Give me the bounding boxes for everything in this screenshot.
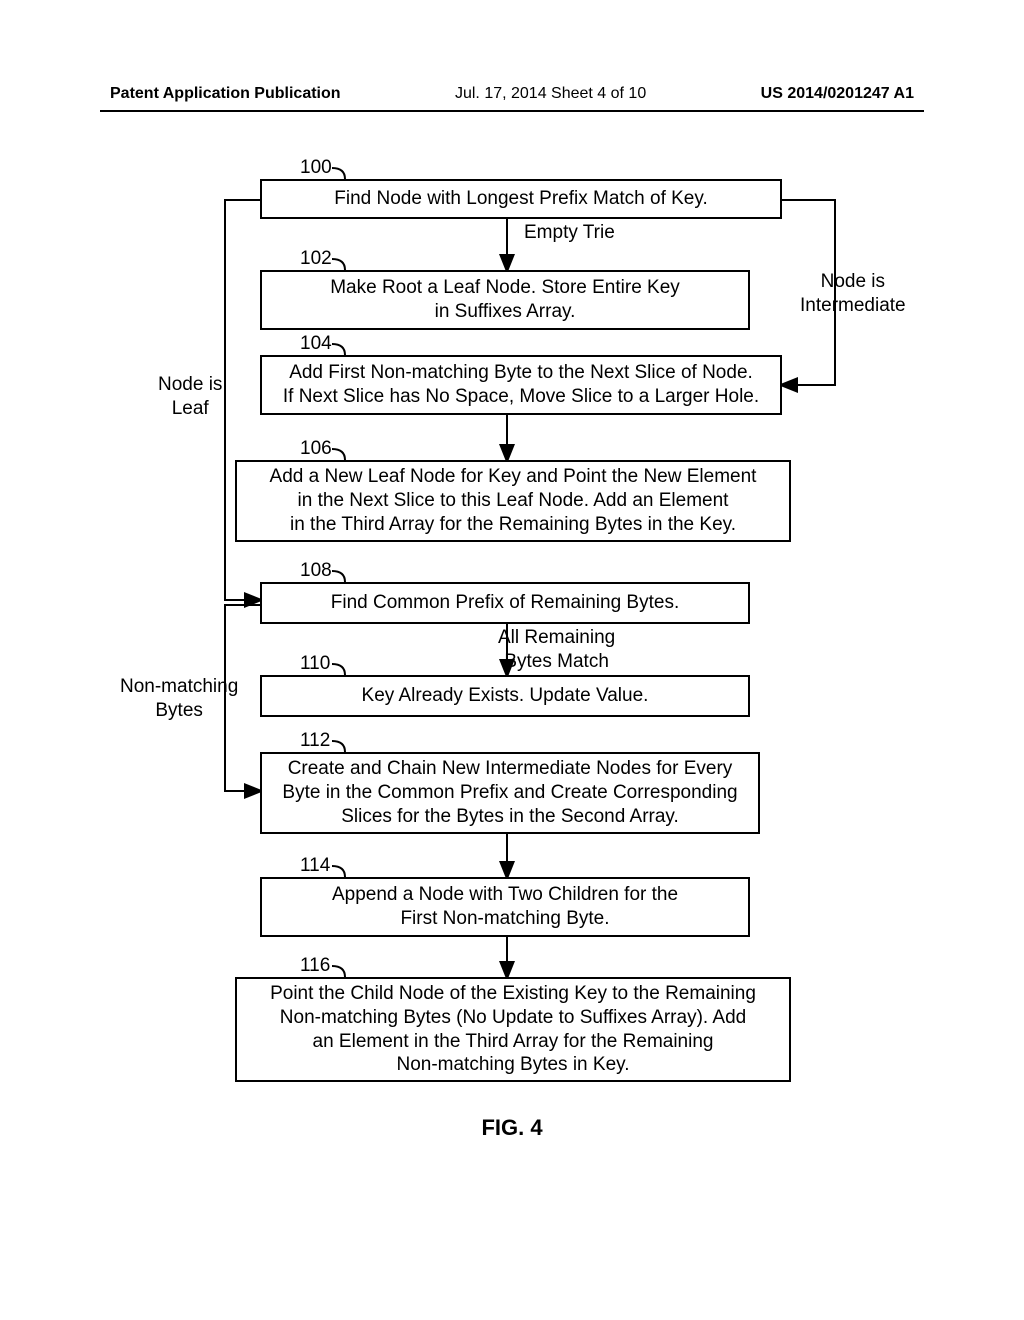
edge-label: All RemainingBytes Match: [498, 626, 615, 674]
header-rule: [100, 110, 924, 112]
node-ref-110: 110: [300, 653, 330, 675]
flow-node-104: Add First Non-matching Byte to the Next …: [260, 355, 782, 415]
flow-node-106: Add a New Leaf Node for Key and Point th…: [235, 460, 791, 542]
node-ref-108: 108: [300, 560, 332, 582]
flow-node-116: Point the Child Node of the Existing Key…: [235, 977, 791, 1082]
node-ref-100: 100: [300, 157, 332, 179]
side-label: Non-matchingBytes: [120, 675, 238, 723]
node-ref-116: 116: [300, 955, 330, 977]
figure-caption: FIG. 4: [0, 1115, 1024, 1141]
header-left: Patent Application Publication: [110, 85, 341, 103]
flow-node-112: Create and Chain New Intermediate Nodes …: [260, 752, 760, 834]
side-label: Node isIntermediate: [800, 270, 906, 318]
node-ref-114: 114: [300, 855, 330, 877]
header-right: US 2014/0201247 A1: [761, 85, 914, 103]
edge-label: Empty Trie: [524, 221, 615, 245]
node-ref-106: 106: [300, 438, 332, 460]
flow-node-102: Make Root a Leaf Node. Store Entire Keyi…: [260, 270, 750, 330]
page-header: Patent Application Publication Jul. 17, …: [110, 85, 914, 103]
side-label: Node isLeaf: [158, 373, 222, 421]
header-center: Jul. 17, 2014 Sheet 4 of 10: [455, 85, 646, 103]
flow-node-108: Find Common Prefix of Remaining Bytes.: [260, 582, 750, 624]
flow-node-100: Find Node with Longest Prefix Match of K…: [260, 179, 782, 219]
node-ref-112: 112: [300, 730, 330, 752]
flow-node-110: Key Already Exists. Update Value.: [260, 675, 750, 717]
node-ref-104: 104: [300, 333, 332, 355]
flow-node-114: Append a Node with Two Children for theF…: [260, 877, 750, 937]
node-ref-102: 102: [300, 248, 332, 270]
flowchart-diagram: Find Node with Longest Prefix Match of K…: [0, 155, 1024, 1205]
